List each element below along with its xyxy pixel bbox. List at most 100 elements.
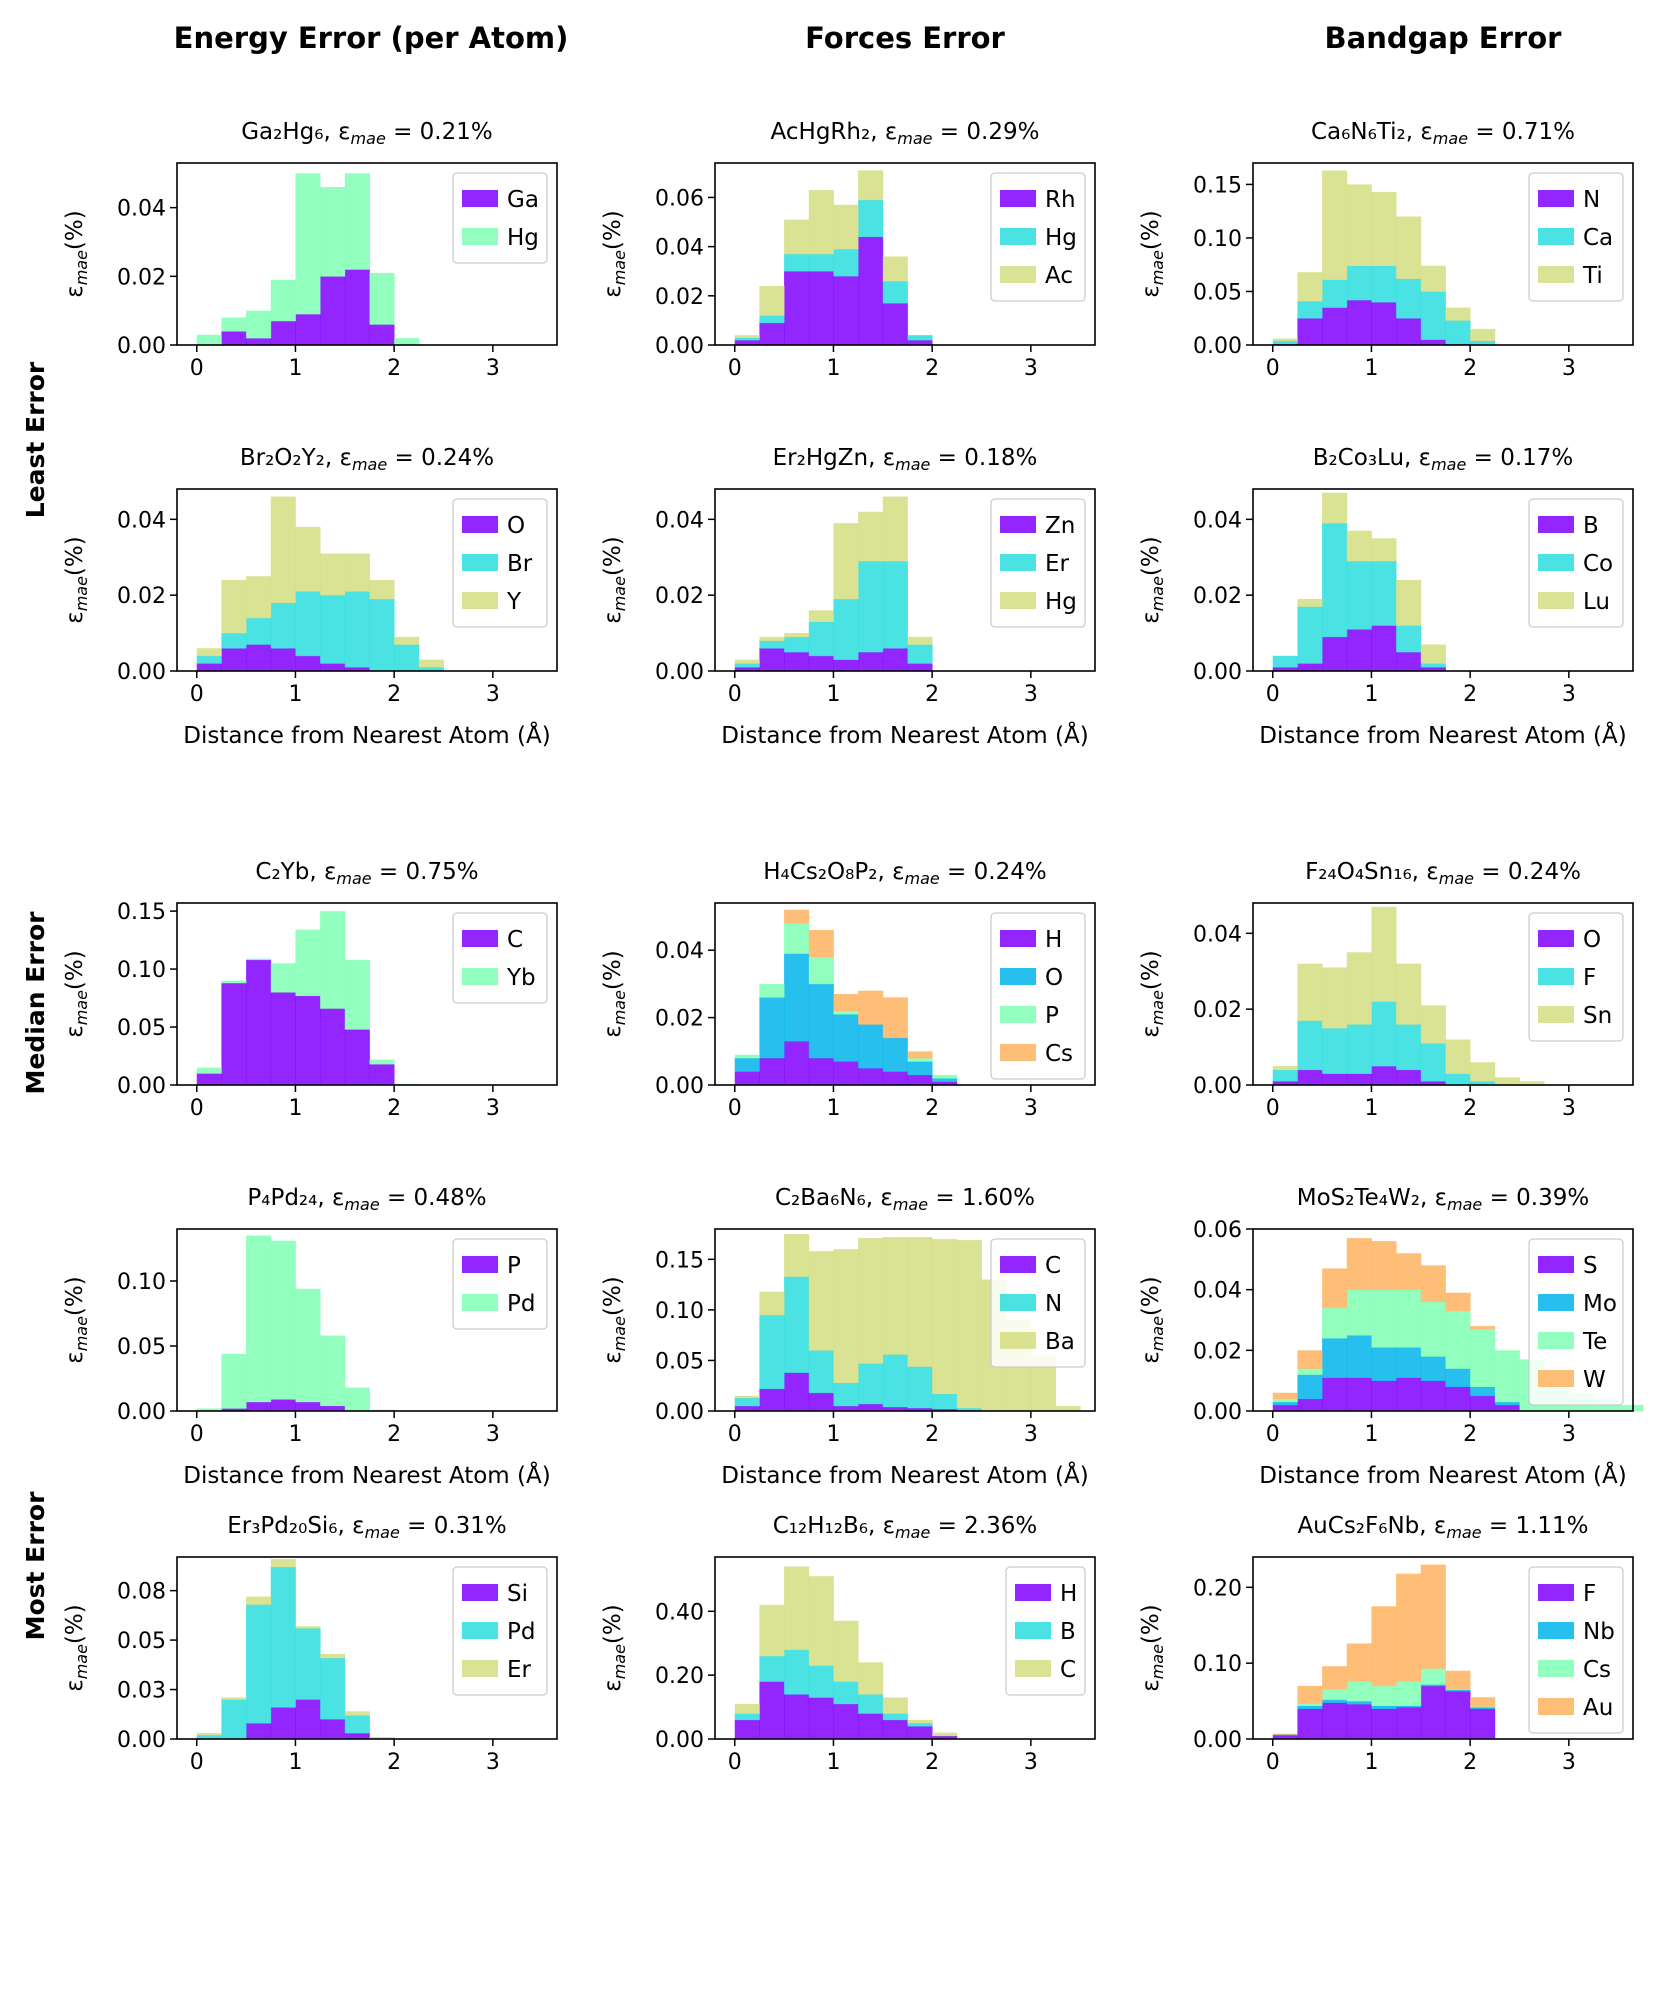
- bar-h-3: [808, 1058, 834, 1086]
- bar-br-1: [221, 633, 247, 649]
- legend-label-ac: Ac: [1045, 263, 1073, 289]
- bar-au-0: [1272, 1733, 1298, 1735]
- bar-lu-3: [1346, 530, 1372, 562]
- row-title-least: Least Error: [21, 361, 50, 518]
- legend: HBC: [1005, 1566, 1086, 1696]
- bar-ga-4: [295, 314, 321, 346]
- x-tick-label: 3: [486, 1096, 500, 1121]
- bar-au-6: [1420, 1564, 1446, 1669]
- bar-rh-7: [907, 340, 933, 346]
- bar-hg-5: [858, 199, 884, 238]
- y-tick-label: 0.02: [1193, 998, 1242, 1023]
- bar-w-2: [1322, 1268, 1348, 1309]
- bar-w-7: [1445, 1292, 1471, 1312]
- bar-o-6: [344, 667, 370, 672]
- bar-au-4: [1371, 1606, 1397, 1687]
- bar-c-2: [784, 1566, 810, 1650]
- bar-br-5: [320, 595, 346, 664]
- legend-label-b: B: [1060, 1619, 1076, 1645]
- x-axis-label: Distance from Nearest Atom (Å): [1259, 721, 1626, 749]
- bar-er-2: [784, 636, 810, 653]
- axes-frame: [176, 1228, 558, 1412]
- bar-w-0: [1272, 1392, 1298, 1400]
- x-tick-label: 0: [728, 1422, 742, 1447]
- x-tick-label: 3: [1562, 1096, 1576, 1121]
- chart-panel-3: 0 1 2 3 0.00 0.02 0.04 εmae(%) Distance from Nea…: [62, 445, 558, 749]
- bar-te-8: [1470, 1329, 1496, 1388]
- bar-h-1: [759, 1058, 785, 1086]
- chart-panel-0: 0 1 2 3 0.00 0.02 0.04 εmae(%) Ga₂Hg₆, εmae = 0.…: [62, 119, 558, 381]
- y-tick-label: 0.02: [1193, 1339, 1242, 1364]
- bar-au-3: [1346, 1643, 1372, 1682]
- axes-frame: [714, 1556, 1096, 1740]
- bar-o-6: [1420, 1081, 1446, 1086]
- y-axis-label: εmae(%): [1138, 1276, 1167, 1363]
- axes-frame: [1252, 1556, 1634, 1740]
- bar-o-3: [808, 983, 834, 1059]
- bar-f-2: [1322, 1702, 1348, 1740]
- y-axis-label: εmae(%): [1138, 1604, 1167, 1691]
- bar-o-8: [932, 1078, 958, 1082]
- bar-ti-1: [1297, 272, 1323, 302]
- bar-c-3: [808, 1392, 834, 1412]
- legend-label-pd: Pd: [507, 1291, 535, 1317]
- bar-ac-5: [858, 170, 884, 201]
- bar-hg-1: [221, 317, 247, 332]
- bar-ba-0: [734, 1395, 760, 1399]
- x-tick-label: 2: [925, 682, 939, 707]
- x-tick-label: 0: [728, 1096, 742, 1121]
- bar-f-3: [1346, 1704, 1372, 1740]
- bar-rh-1: [759, 322, 785, 346]
- bar-h-3: [808, 1697, 834, 1740]
- bar-pd-3: [270, 1240, 296, 1400]
- bar-hg-2: [246, 310, 272, 339]
- bar-lu-1: [1297, 598, 1323, 607]
- bar-n-2: [784, 1276, 810, 1373]
- bar-rh-6: [882, 303, 908, 346]
- bar-w-5: [1396, 1253, 1422, 1290]
- bar-ti-6: [1420, 265, 1446, 292]
- bar-c-1: [221, 982, 247, 1086]
- panel-title: Br₂O₂Y₂, εmae = 0.24%: [240, 445, 494, 474]
- bar-au-8: [1470, 1697, 1496, 1707]
- bar-ga-3: [270, 320, 296, 346]
- bar-br-3: [270, 602, 296, 649]
- bar-h-6: [882, 1719, 908, 1740]
- bar-co-4: [1371, 561, 1397, 626]
- bar-cs-2: [1322, 1688, 1348, 1700]
- bar-br-2: [246, 617, 272, 645]
- y-tick-label: 0.05: [655, 1349, 704, 1374]
- bar-s-4: [1371, 1380, 1397, 1412]
- bar-ca-4: [1371, 265, 1397, 303]
- legend-swatch-o: [1000, 968, 1036, 985]
- column-title-bandgap: Bandgap Error: [1325, 21, 1563, 55]
- legend-swatch-cs: [1000, 1044, 1036, 1061]
- x-tick-label: 3: [486, 356, 500, 381]
- legend-swatch-hg: [462, 228, 498, 245]
- bar-er-3: [270, 1558, 296, 1568]
- x-tick-label: 3: [486, 1750, 500, 1775]
- y-axis-label: εmae(%): [62, 1276, 91, 1363]
- bar-h-5: [858, 1713, 884, 1740]
- x-tick-label: 2: [387, 682, 401, 707]
- x-tick-label: 3: [486, 1422, 500, 1447]
- y-tick-label: 0.05: [117, 1016, 166, 1041]
- axes-frame: [1252, 162, 1634, 346]
- y-axis-label: εmae(%): [1138, 536, 1167, 623]
- bar-hg-6: [882, 281, 908, 304]
- bar-s-6: [1420, 1380, 1446, 1412]
- bar-p-4: [295, 1401, 321, 1412]
- bar-sn-10: [1519, 1081, 1545, 1086]
- bar-f-4: [1371, 1708, 1397, 1740]
- y-axis-label: εmae(%): [600, 950, 629, 1037]
- bar-cs-1: [1297, 1703, 1323, 1706]
- bar-c-6: [882, 1406, 908, 1412]
- legend: Rh Hg Ac: [990, 172, 1086, 302]
- bar-p-1: [759, 983, 785, 998]
- legend-swatch-pd: [462, 1622, 498, 1639]
- bar-lu-2: [1322, 492, 1348, 524]
- bar-ga-2: [246, 338, 272, 346]
- bar-n-5: [858, 1363, 884, 1405]
- y-tick-label: 0.06: [1193, 1218, 1242, 1243]
- bar-b-3: [808, 1665, 834, 1698]
